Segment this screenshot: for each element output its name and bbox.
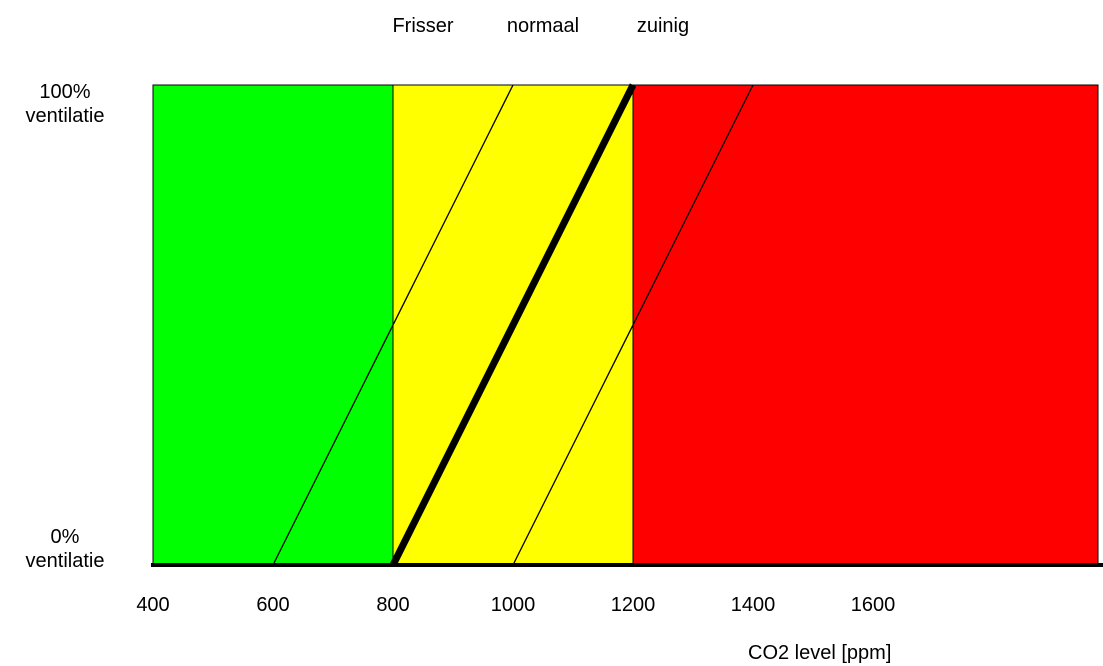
zones-layer <box>152 84 1099 566</box>
y-label-top-line2: ventilatie <box>25 105 105 127</box>
x-tick-400: 400 <box>136 594 170 616</box>
y-label-bottom-line1: 0% <box>50 526 80 548</box>
x-tick-800: 800 <box>376 594 410 616</box>
x-tick-1200: 1200 <box>610 594 656 616</box>
series-label-normaal: normaal <box>506 15 580 37</box>
series-line-normaal <box>389 83 637 567</box>
lines-layer <box>272 83 754 567</box>
series-label-zuinig: zuinig <box>636 15 690 37</box>
y-label-top-line1: 100% <box>39 81 91 103</box>
y-label-bottom: 0% ventilatie <box>0 525 130 573</box>
y-label-bottom-line2: ventilatie <box>25 550 105 572</box>
x-axis-label: CO2 level [ppm] <box>748 642 892 664</box>
y-label-top: 100% ventilatie <box>0 80 130 128</box>
series-line-Frisser <box>272 84 514 566</box>
zone-2 <box>632 84 1099 566</box>
x-tick-1400: 1400 <box>730 594 776 616</box>
x-tick-1000: 1000 <box>490 594 536 616</box>
x-tick-600: 600 <box>256 594 290 616</box>
series-line-zuinig <box>512 84 754 566</box>
series-label-Frisser: Frisser <box>392 15 454 37</box>
zone-0 <box>152 84 394 566</box>
x-tick-1600: 1600 <box>850 594 896 616</box>
